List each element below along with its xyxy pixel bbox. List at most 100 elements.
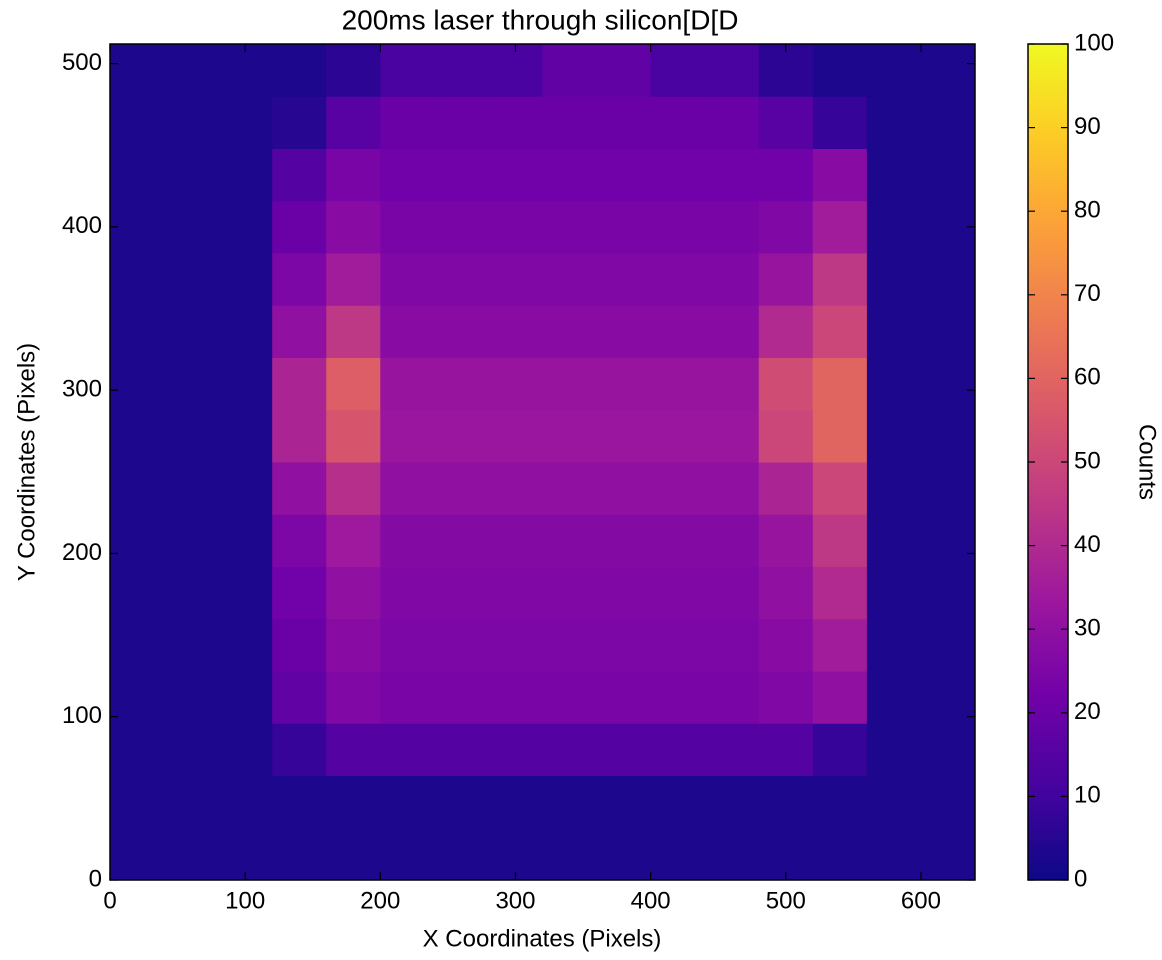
- heatmap-cell: [650, 253, 706, 306]
- heatmap-cell: [920, 723, 976, 776]
- heatmap-cell: [218, 409, 273, 463]
- heatmap-cell: [218, 462, 273, 515]
- heatmap-cell: [434, 514, 489, 567]
- heatmap-cell: [596, 827, 652, 881]
- heatmap-cell: [380, 723, 435, 776]
- heatmap-cell: [596, 253, 652, 306]
- heatmap-cell: [650, 96, 706, 149]
- heatmap-cell: [542, 514, 598, 567]
- heatmap-cell: [866, 514, 922, 567]
- heatmap-cell: [164, 462, 219, 515]
- heatmap-cell: [920, 148, 976, 202]
- heatmap-cell: [812, 357, 868, 411]
- heatmap-cell: [704, 618, 760, 672]
- y-tick-label: 500: [62, 49, 102, 76]
- heatmap-cell: [650, 44, 706, 97]
- x-tick-label: 500: [766, 887, 806, 914]
- heatmap-cell: [434, 44, 489, 97]
- heatmap-cell: [380, 357, 435, 411]
- heatmap-cell: [218, 200, 273, 254]
- heatmap-cell: [488, 357, 543, 411]
- heatmap-cell: [434, 148, 489, 202]
- heatmap-cell: [110, 200, 165, 254]
- heatmap-cell: [164, 671, 219, 724]
- heatmap-cell: [326, 305, 381, 358]
- heatmap-cell: [164, 200, 219, 254]
- heatmap-cell: [164, 566, 219, 620]
- heatmap-cell: [272, 827, 327, 881]
- heatmap-cell: [164, 44, 219, 97]
- heatmap-cell: [110, 44, 165, 97]
- heatmap-cell: [380, 305, 435, 358]
- heatmap-cell: [866, 723, 922, 776]
- heatmap-cell: [920, 827, 976, 881]
- heatmap-cell: [758, 514, 814, 567]
- heatmap-cell: [596, 671, 652, 724]
- heatmap-cell: [758, 618, 814, 672]
- heatmap-cell: [812, 723, 868, 776]
- heatmap-cell: [920, 618, 976, 672]
- heatmap-cell: [812, 827, 868, 881]
- heatmap-cell: [866, 671, 922, 724]
- heatmap-cell: [758, 44, 814, 97]
- heatmap-cell: [434, 409, 489, 463]
- heatmap-cell: [380, 671, 435, 724]
- heatmap-cell: [812, 409, 868, 463]
- heatmap-cell: [326, 827, 381, 881]
- heatmap-cell: [704, 357, 760, 411]
- heatmap-cell: [380, 462, 435, 515]
- heatmap-cell: [326, 618, 381, 672]
- heatmap-cell: [920, 44, 976, 97]
- heatmap-cell: [866, 618, 922, 672]
- heatmap-cell: [434, 566, 489, 620]
- heatmap-cell: [164, 305, 219, 358]
- heatmap-cell: [218, 305, 273, 358]
- heatmap-cell: [704, 409, 760, 463]
- colorbar-tick-label: 100: [1074, 29, 1114, 56]
- heatmap-cell: [596, 566, 652, 620]
- heatmap-cell: [650, 775, 706, 829]
- heatmap-cell: [272, 253, 327, 306]
- heatmap-cell: [596, 723, 652, 776]
- heatmap-cell: [704, 148, 760, 202]
- heatmap-cell: [704, 827, 760, 881]
- heatmap-cell: [866, 96, 922, 149]
- heatmap-cell: [110, 671, 165, 724]
- heatmap-cell: [434, 723, 489, 776]
- heatmap-cell: [164, 148, 219, 202]
- heatmap-cell: [164, 96, 219, 149]
- heatmap-cell: [758, 827, 814, 881]
- heatmap-cell: [110, 148, 165, 202]
- heatmap-cell: [596, 514, 652, 567]
- heatmap-cell: [272, 618, 327, 672]
- heatmap-cell: [434, 305, 489, 358]
- heatmap-cell: [866, 409, 922, 463]
- heatmap-cell: [758, 253, 814, 306]
- heatmap-cell: [920, 514, 976, 567]
- heatmap-cell: [866, 148, 922, 202]
- heatmap-cell: [650, 148, 706, 202]
- heatmap-cell: [380, 253, 435, 306]
- x-tick-label: 200: [360, 887, 400, 914]
- heatmap-cell: [326, 514, 381, 567]
- heatmap-cell: [812, 96, 868, 149]
- heatmap-cell: [650, 200, 706, 254]
- heatmap-cell: [758, 723, 814, 776]
- heatmap-cell: [650, 566, 706, 620]
- heatmap-cell: [380, 148, 435, 202]
- heatmap-cell: [218, 671, 273, 724]
- heatmap-cell: [596, 200, 652, 254]
- colorbar-tick-label: 60: [1074, 364, 1101, 391]
- heatmap-cell: [542, 44, 598, 97]
- heatmap-cell: [218, 357, 273, 411]
- heatmap-cell: [164, 253, 219, 306]
- heatmap-cell: [542, 148, 598, 202]
- heatmap-cell: [110, 566, 165, 620]
- heatmap-cell: [704, 514, 760, 567]
- heatmap-cell: [164, 409, 219, 463]
- heatmap-cell: [920, 96, 976, 149]
- heatmap-cell: [272, 409, 327, 463]
- heatmap-cell: [326, 775, 381, 829]
- y-axis-label: Y Coordinates (Pixels): [13, 343, 40, 581]
- heatmap-cell: [272, 96, 327, 149]
